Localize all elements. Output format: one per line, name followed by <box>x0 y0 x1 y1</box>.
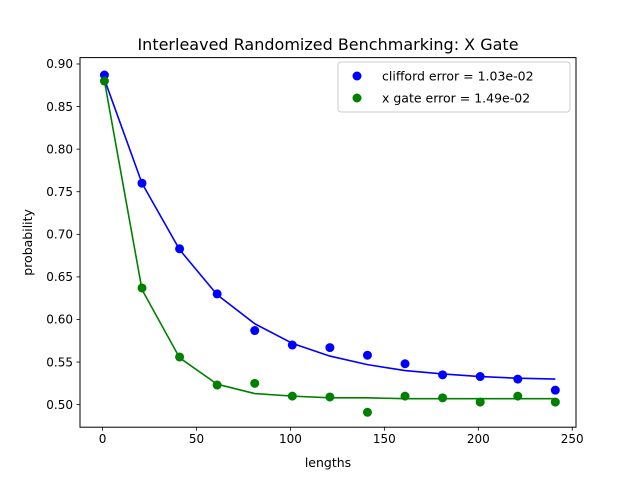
x-gate-data-point <box>212 380 222 390</box>
clifford-data-point <box>212 289 222 299</box>
x-gate-data-point <box>175 352 185 362</box>
x-gate-data-point <box>438 393 448 403</box>
clifford-data-point <box>475 372 485 382</box>
clifford-data-point <box>438 370 448 380</box>
y-tick-label: 0.50 <box>46 398 73 412</box>
legend-marker-x-gate <box>352 93 362 103</box>
clifford-data-point <box>250 326 260 336</box>
axes-frame <box>79 57 577 428</box>
x-axis-label: lengths <box>305 455 351 470</box>
x-gate-data-point <box>287 391 297 401</box>
x-gate-data-point <box>400 391 410 401</box>
x-tick-label: 50 <box>189 432 204 446</box>
clifford-data-point <box>513 374 523 384</box>
y-tick-label: 0.80 <box>46 142 73 156</box>
y-tick-label: 0.60 <box>46 313 73 327</box>
y-axis-label: probability <box>20 208 35 275</box>
y-tick-label: 0.75 <box>46 185 73 199</box>
x-gate-data-point <box>99 76 109 86</box>
x-tick-label: 100 <box>279 432 302 446</box>
y-tick-label: 0.85 <box>46 100 73 114</box>
clifford-data-point <box>137 178 147 188</box>
x-tick-label: 150 <box>373 432 396 446</box>
legend-label-clifford: clifford error = 1.03e-02 <box>382 69 534 84</box>
legend-marker-clifford <box>352 71 362 81</box>
x-gate-data-point <box>475 397 485 407</box>
y-tick-label: 0.70 <box>46 228 73 242</box>
legend-box <box>337 61 571 113</box>
x-gate-data-point <box>550 397 560 407</box>
x-tick-label: 200 <box>467 432 490 446</box>
clifford-data-point <box>175 244 185 254</box>
legend-label-x-gate: x gate error = 1.49e-02 <box>382 91 530 106</box>
y-tick-label: 0.90 <box>46 57 73 71</box>
clifford-data-point <box>362 350 372 360</box>
x-tick-label: 250 <box>561 432 584 446</box>
clifford-data-point <box>287 340 297 350</box>
clifford-data-point <box>400 359 410 369</box>
y-tick-label: 0.55 <box>46 355 73 369</box>
x-gate-data-point <box>250 378 260 388</box>
legend: clifford error = 1.03e-02 x gate error =… <box>337 61 571 113</box>
plot-area: 0 50 100 150 200 250 0.50 0.55 0.60 0.65 0.70 0.75 0… <box>46 57 583 446</box>
x-gate-data-point <box>513 391 523 401</box>
x-gate-data-point <box>325 392 335 402</box>
x-tick-label: 0 <box>99 432 107 446</box>
clifford-data-point <box>550 385 560 395</box>
x-gate-data-point <box>137 283 147 293</box>
chart-title: Interleaved Randomized Benchmarking: X G… <box>137 35 518 54</box>
clifford-data-point <box>325 343 335 353</box>
y-tick-label: 0.65 <box>46 270 73 284</box>
x-gate-data-point <box>362 407 372 417</box>
